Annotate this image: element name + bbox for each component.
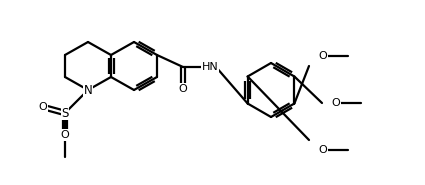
Text: O: O [319, 51, 327, 61]
Text: O: O [178, 84, 187, 94]
Text: O: O [319, 145, 327, 155]
Text: S: S [61, 107, 69, 120]
Text: O: O [332, 98, 340, 108]
Text: O: O [39, 102, 47, 112]
Text: N: N [84, 83, 92, 97]
Text: HN: HN [201, 62, 218, 72]
Text: O: O [61, 130, 69, 140]
